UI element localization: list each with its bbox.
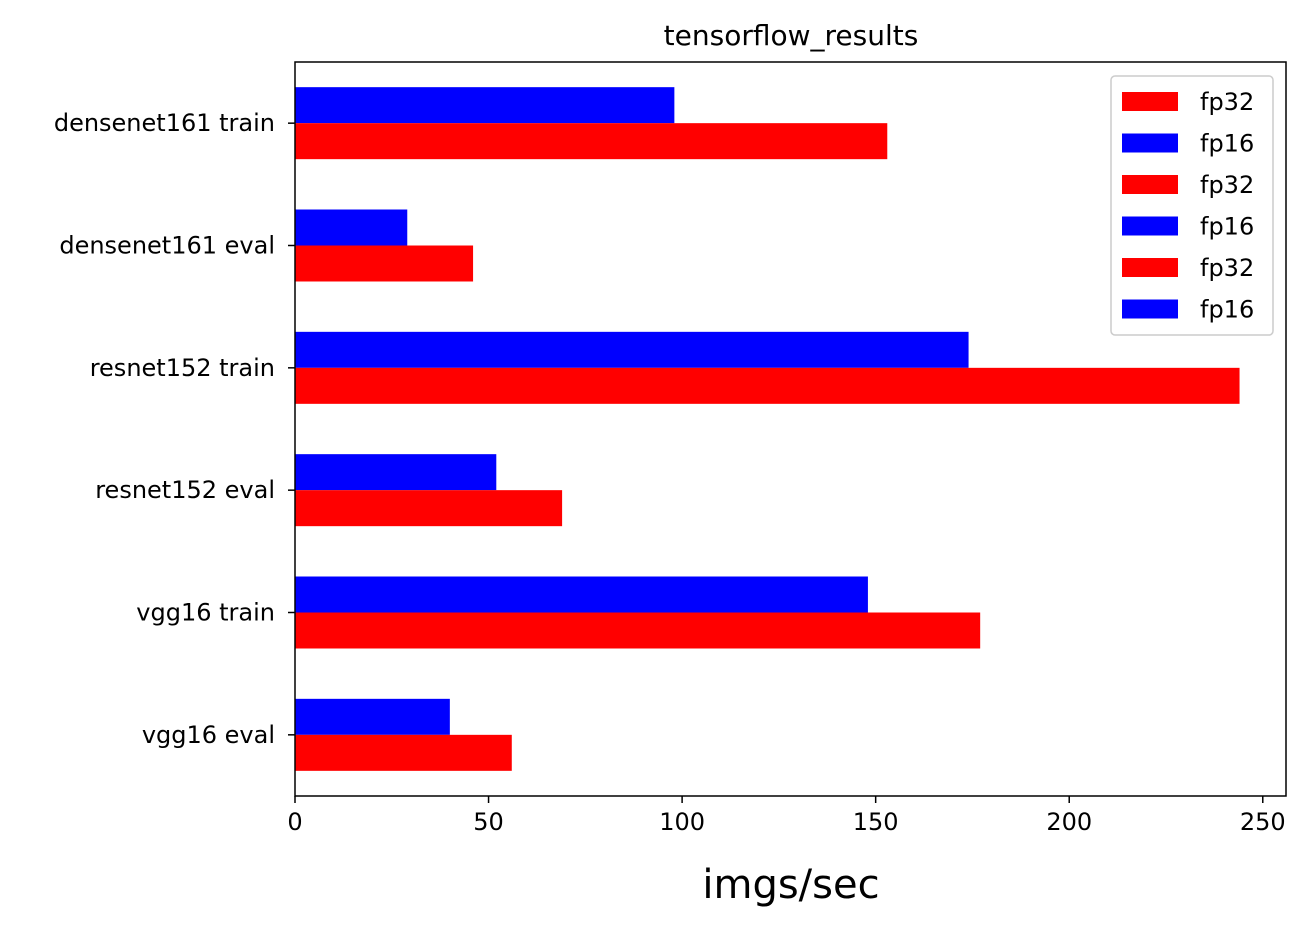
bar-fp32-2 [295,367,1240,404]
bars-group [295,87,1240,771]
bar-fp32-1 [295,245,474,282]
bar-fp16-1 [295,209,408,246]
plot-frame [294,61,1287,797]
x-axis-label: imgs/sec [702,862,879,908]
y-tick-label: resnet152 eval [95,476,275,504]
legend-swatch [1122,299,1178,319]
legend-swatch [1122,92,1178,111]
y-tick-label: densenet161 train [54,109,275,137]
y-tick-label: vgg16 eval [142,721,275,749]
legend-label: fp32 [1200,254,1254,282]
x-tick-label: 250 [1240,808,1286,836]
legend-swatch [1122,258,1178,277]
x-tick-label: 100 [659,808,705,836]
bar-fp32-0 [295,123,888,160]
legend-label: fp32 [1200,171,1254,199]
bar-fp32-3 [295,490,563,527]
y-tick-label: resnet152 train [90,354,275,382]
legend-label: fp16 [1200,213,1254,241]
legend-label: fp16 [1200,296,1254,324]
bar-fp32-5 [295,734,512,771]
legend-swatch [1122,216,1178,236]
x-tick-label: 200 [1046,808,1092,836]
legend-label: fp32 [1200,88,1254,116]
x-tick-label: 0 [287,808,302,836]
x-axis: 0 50 100 150 200 250 [287,796,1286,836]
y-axis: densenet161 train densenet161 eval resnet1… [54,109,295,749]
bar-fp32-4 [295,612,981,649]
bar-fp16-3 [295,454,497,491]
legend-swatch [1122,175,1178,194]
x-tick-label: 50 [473,808,504,836]
legend: fp32 fp16 fp32 fp16 fp32 fp16 [1110,75,1274,336]
bar-fp16-0 [295,87,675,124]
legend-swatch [1122,133,1178,153]
y-tick-label: vgg16 train [136,599,275,627]
legend-label: fp16 [1200,130,1254,158]
bar-fp16-2 [295,331,969,368]
chart-title: tensorflow_results [664,19,919,52]
x-tick-label: 150 [853,808,899,836]
bar-fp16-5 [295,698,450,735]
y-tick-label: densenet161 eval [59,232,275,260]
bar-fp16-4 [295,576,868,613]
